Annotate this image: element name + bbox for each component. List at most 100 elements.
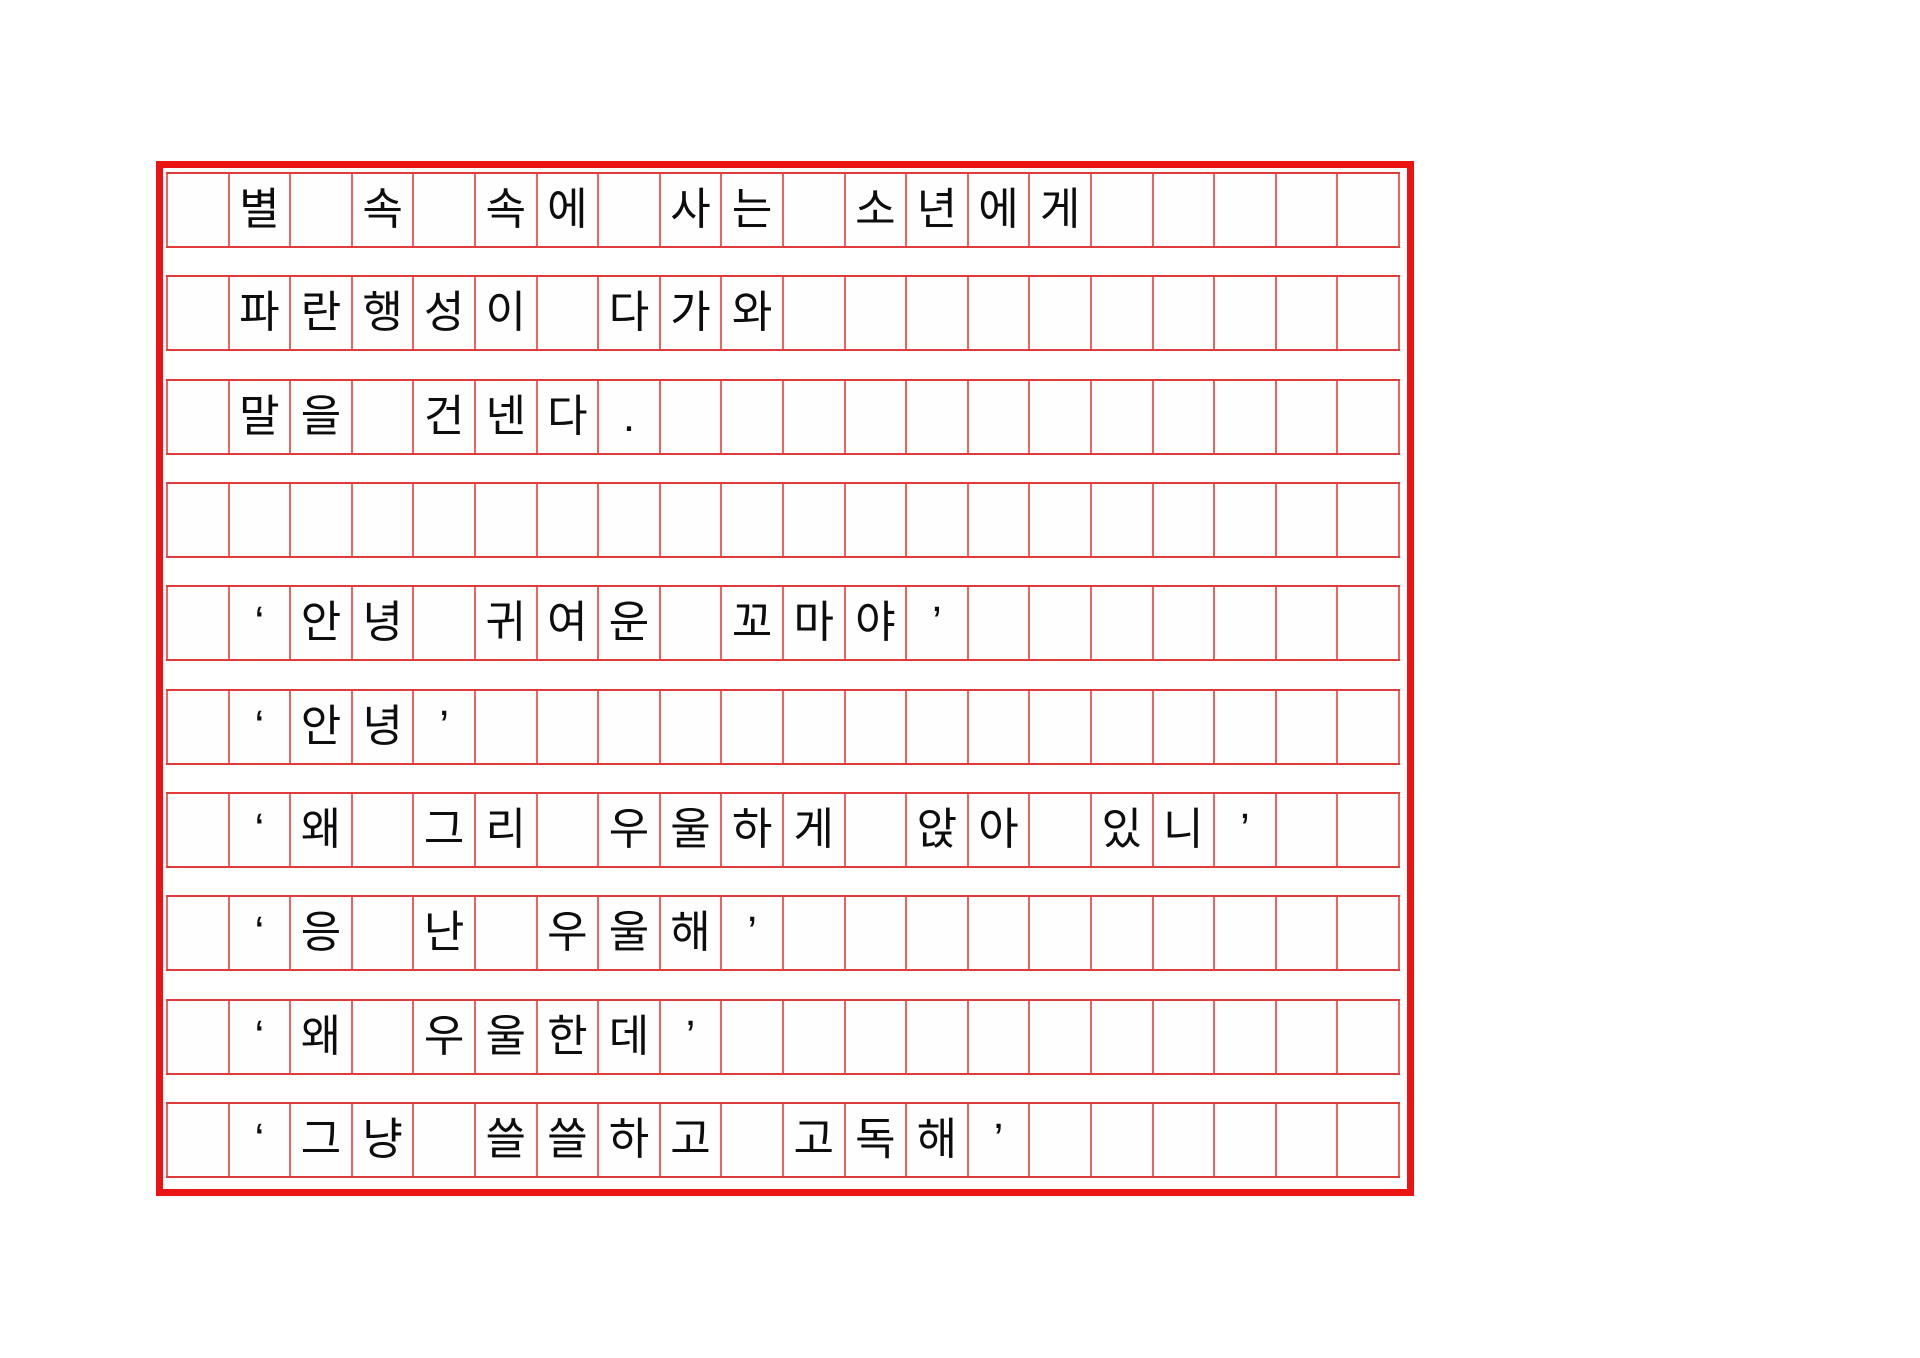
grid-cell: 독 <box>845 1103 908 1176</box>
grid-cell: ‘ <box>229 897 292 970</box>
grid-cell <box>475 897 538 970</box>
grid-cell <box>1215 1000 1277 1073</box>
grid-cell: 왜 <box>291 1000 353 1073</box>
grid-cell: 울 <box>475 1000 538 1073</box>
grid-cell <box>845 793 908 866</box>
row-spacer <box>166 971 1400 999</box>
grid-cell <box>166 1000 230 1073</box>
grid-cell <box>1338 1000 1400 1073</box>
grid-cell: 야 <box>845 587 908 660</box>
grid-cell <box>722 483 784 556</box>
grid-cell <box>352 897 415 970</box>
grid-cell <box>537 690 600 763</box>
grid-cell: 소 <box>845 174 908 246</box>
grid-cell <box>166 277 230 350</box>
grid-cell <box>660 690 723 763</box>
grid-cell <box>1338 587 1400 660</box>
grid-cell: 왜 <box>291 793 353 866</box>
grid-cell <box>414 174 476 246</box>
grid-cell: 행 <box>352 277 415 350</box>
grid-cell <box>1153 277 1216 350</box>
grid-cell <box>1153 483 1216 556</box>
grid-cell: 게 <box>1030 174 1092 246</box>
grid-cell <box>1091 174 1154 246</box>
grid-cell <box>660 380 723 453</box>
grid-cell <box>166 174 230 246</box>
manuscript-row: ‘왜 우 울 한 데’ <box>166 998 1400 1075</box>
grid-cell: 사 <box>660 174 723 246</box>
grid-cell <box>166 897 230 970</box>
grid-cell: 넨 <box>475 380 538 453</box>
grid-cell <box>845 277 908 350</box>
grid-cell <box>968 483 1031 556</box>
grid-cell <box>1276 1000 1339 1073</box>
grid-cell: 에 <box>968 174 1031 246</box>
grid-cell: ’ <box>414 690 476 763</box>
grid-cell: 녕 <box>352 690 415 763</box>
grid-cell <box>907 1000 969 1073</box>
grid-cell <box>783 277 846 350</box>
grid-cell <box>1215 587 1277 660</box>
grid-cell <box>537 793 600 866</box>
grid-cell <box>291 174 353 246</box>
grid-cell: 울 <box>660 793 723 866</box>
grid-cell: 꼬 <box>722 587 784 660</box>
grid-cell <box>1153 587 1216 660</box>
grid-cell: . <box>599 380 661 453</box>
grid-cell: 아 <box>968 793 1031 866</box>
grid-cell: 데 <box>599 1000 661 1073</box>
grid-cell <box>1091 1103 1154 1176</box>
grid-cell: 울 <box>599 897 661 970</box>
grid-cell <box>414 1103 476 1176</box>
grid-cell: 난 <box>414 897 476 970</box>
grid-cell <box>1030 483 1092 556</box>
grid-cell: 앉 <box>907 793 969 866</box>
grid-cell <box>1276 897 1339 970</box>
grid-cell <box>166 690 230 763</box>
grid-cell <box>599 690 661 763</box>
row-spacer <box>166 1074 1400 1102</box>
grid-cell: 있 <box>1091 793 1154 866</box>
grid-cell <box>1215 277 1277 350</box>
grid-cell <box>968 380 1031 453</box>
grid-cell <box>1215 897 1277 970</box>
manuscript-row <box>166 481 1400 558</box>
grid-cell <box>1215 380 1277 453</box>
grid-cell: 하 <box>722 793 784 866</box>
grid-cell: 는 <box>722 174 784 246</box>
grid-cell <box>783 1000 846 1073</box>
grid-cell <box>229 483 292 556</box>
grid-cell <box>1091 483 1154 556</box>
grid-cell <box>1091 1000 1154 1073</box>
row-spacer <box>166 661 1400 689</box>
grid-cell <box>1276 277 1339 350</box>
grid-cell <box>1276 483 1339 556</box>
grid-cell <box>1338 690 1400 763</box>
grid-cell: 녕 <box>352 587 415 660</box>
grid-cell: 말 <box>229 380 292 453</box>
grid-cell: ‘ <box>229 1103 292 1176</box>
grid-cell <box>907 380 969 453</box>
grid-cell: ‘ <box>229 793 292 866</box>
grid-cell <box>537 277 600 350</box>
grid-cell: ’ <box>1215 793 1277 866</box>
grid-cell <box>1338 793 1400 866</box>
grid-cell: 우 <box>414 1000 476 1073</box>
grid-cell: 가 <box>660 277 723 350</box>
grid-cell <box>1030 380 1092 453</box>
grid-cell: 건 <box>414 380 476 453</box>
grid-cell: 쓸 <box>475 1103 538 1176</box>
grid-cell <box>968 690 1031 763</box>
grid-cell: ’ <box>722 897 784 970</box>
manuscript-row: ‘그 냥 쓸 쓸 하 고 고 독 해’ <box>166 1101 1400 1178</box>
grid-cell <box>783 483 846 556</box>
manuscript-row: ‘왜 그 리 우 울 하 게 앉 아 있 니’ <box>166 791 1400 868</box>
row-spacer <box>166 351 1400 379</box>
grid-cell <box>537 483 600 556</box>
grid-cell: 속 <box>352 174 415 246</box>
manuscript-row: ‘안 녕 귀 여 운 꼬 마 야’ <box>166 585 1400 662</box>
grid-cell: 니 <box>1153 793 1216 866</box>
grid-cell <box>1153 174 1216 246</box>
grid-cell: 이 <box>475 277 538 350</box>
